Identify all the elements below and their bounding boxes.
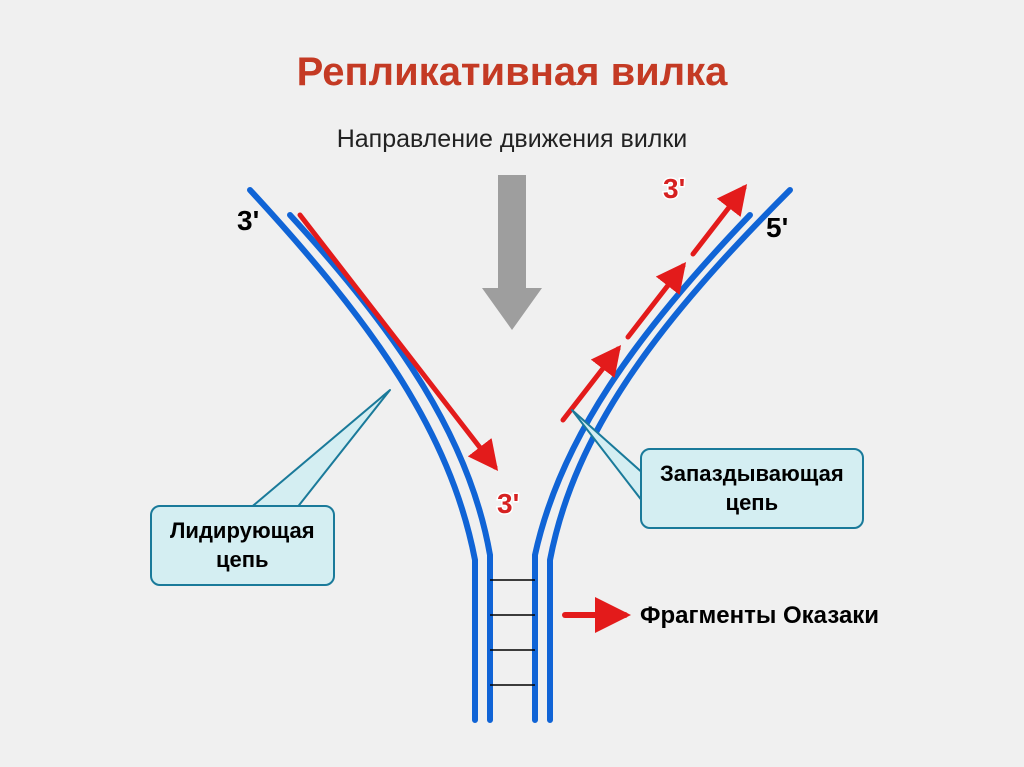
callout-leading-strand: Лидирующая цепь — [150, 505, 335, 586]
svg-text:3': 3' — [663, 173, 685, 204]
diagram-title: Репликативная вилка — [0, 50, 1024, 95]
callout-lagging-line2: цепь — [726, 490, 779, 515]
legend-okazaki: Фрагменты Оказаки — [640, 602, 879, 630]
callout-leading-line2: цепь — [216, 547, 269, 572]
callout-lagging-line1: Запаздывающая — [660, 461, 844, 486]
callout-leading-line1: Лидирующая — [170, 518, 315, 543]
svg-text:3': 3' — [497, 488, 519, 519]
label-3-prime-left: 3' — [237, 205, 259, 237]
callout-lagging-strand: Запаздывающая цепь — [640, 448, 864, 529]
label-5-prime-right: 5' — [766, 212, 788, 244]
diagram-subtitle: Направление движения вилки — [0, 125, 1024, 154]
diagram-canvas: 3' 3' — [0, 0, 1024, 767]
